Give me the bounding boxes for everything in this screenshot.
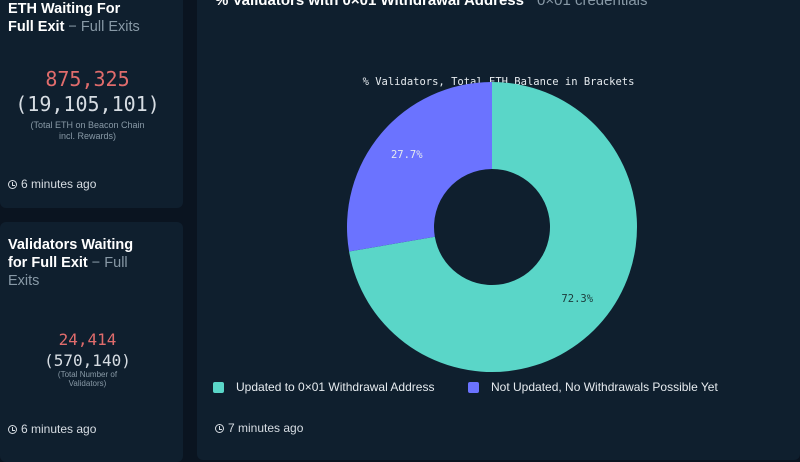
donut-chart: 72.3% 27.7% <box>347 82 637 372</box>
eth-waiting-value: 875,325 <box>45 67 130 91</box>
note-line1: (Total Number of <box>57 370 118 379</box>
last-updated-text: 7 minutes ago <box>228 421 304 435</box>
validators-waiting-value: 24,414 <box>58 330 117 349</box>
note-line2: Validators) <box>68 379 107 388</box>
total-validators-value: (570,140) <box>44 351 131 370</box>
card-title: Validators Waiting for Full Exit − Full … <box>8 236 178 290</box>
legend-swatch <box>468 381 479 393</box>
legend-label: Updated to 0×01 Withdrawal Address <box>236 380 435 394</box>
donut-slice-1[interactable] <box>347 82 492 252</box>
card-title-line2: for Full Exit <box>8 255 88 271</box>
last-updated: 7 minutes ago <box>215 421 303 435</box>
legend-item-not-updated[interactable]: Not Updated, No Withdrawals Possible Yet <box>468 380 718 394</box>
legend-label: Not Updated, No Withdrawals Possible Yet <box>491 380 718 394</box>
last-updated: 6 minutes ago <box>8 422 96 436</box>
card-title-line1: Validators Waiting <box>8 237 134 253</box>
clock-icon <box>8 424 17 434</box>
card-title-line1: ETH Waiting For <box>8 1 121 17</box>
note-line1: (Total ETH on Beacon Chain <box>30 120 145 130</box>
total-validators-note: (Total Number of Validators) <box>0 370 175 388</box>
card-title-sub: − Full Exits <box>64 19 140 35</box>
chart-card-subtitle: 0×01 credentials <box>537 0 648 9</box>
total-eth-value: (19,105,101) <box>15 92 160 116</box>
chart-title: % Validators, Total ETH Balance in Brack… <box>362 76 635 88</box>
legend-item-updated[interactable]: Updated to 0×01 Withdrawal Address <box>213 380 434 394</box>
total-eth-note: (Total ETH on Beacon Chain incl. Rewards… <box>0 120 175 142</box>
chart-card-title: % Validators with 0×01 Withdrawal Addres… <box>215 0 524 9</box>
legend-swatch <box>213 381 224 393</box>
last-updated-text: 6 minutes ago <box>21 177 97 191</box>
eth-waiting-card: ETH Waiting For Full Exit − Full Exits 8… <box>0 0 183 208</box>
validators-waiting-card: Validators Waiting for Full Exit − Full … <box>0 222 183 462</box>
note-line2: incl. Rewards) <box>58 131 116 141</box>
last-updated: 6 minutes ago <box>8 177 96 191</box>
card-title-sub-line3: Exits <box>8 273 40 289</box>
clock-icon <box>215 423 224 433</box>
donut-slice-0[interactable] <box>349 82 637 372</box>
withdrawal-address-chart-card: % Validators with 0×01 Withdrawal Addres… <box>197 0 800 460</box>
card-title-sub: − Full <box>87 255 128 271</box>
donut-label-1: 27.7% <box>391 149 423 161</box>
donut-label-0: 72.3% <box>561 293 593 305</box>
card-title-line2: Full Exit <box>8 19 65 35</box>
clock-icon <box>8 179 17 189</box>
card-title: ETH Waiting For Full Exit − Full Exits <box>8 0 178 36</box>
last-updated-text: 6 minutes ago <box>21 422 97 436</box>
